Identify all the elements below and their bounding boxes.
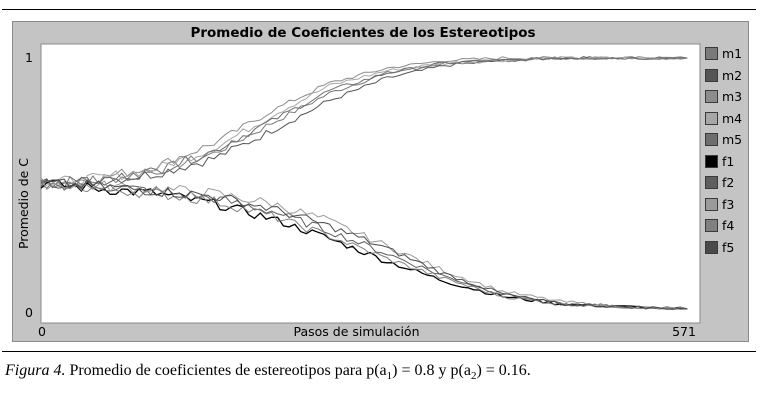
legend-label-m4: m4 bbox=[722, 110, 743, 126]
x-axis-label: Pasos de simulación bbox=[293, 324, 419, 339]
y-tick-label-bottom: 0 bbox=[25, 305, 33, 320]
series-line-f5 bbox=[40, 178, 688, 310]
figure-label: Figura 4. bbox=[5, 362, 66, 379]
legend-label-f1: f1 bbox=[722, 153, 735, 169]
chart-title: Promedio de Coeficientes de los Estereot… bbox=[190, 25, 536, 41]
chart-panel: Promedio de Coeficientes de los Estereot… bbox=[12, 21, 749, 342]
legend-swatch-m1 bbox=[705, 47, 718, 60]
legend-swatch-f3 bbox=[705, 197, 718, 211]
series-line-f4 bbox=[40, 179, 688, 310]
legend-item-m1: m1 bbox=[705, 45, 745, 63]
legend-item-f4: f4 bbox=[705, 217, 745, 235]
y-tick-label-top: 1 bbox=[25, 50, 33, 65]
legend-swatch-f1 bbox=[705, 154, 718, 168]
legend-item-f5: f5 bbox=[705, 239, 745, 257]
legend-label-f5: f5 bbox=[722, 239, 735, 255]
legend-label-m5: m5 bbox=[722, 132, 743, 147]
legend-label-m1: m1 bbox=[722, 46, 743, 61]
legend-label-f2: f2 bbox=[722, 175, 735, 190]
series-line-m5 bbox=[40, 56, 688, 189]
series-line-f3 bbox=[40, 177, 688, 311]
legend-swatch-m5 bbox=[705, 133, 718, 146]
y-axis-label: Promedio de C bbox=[16, 158, 31, 249]
legend-swatch-f2 bbox=[705, 176, 718, 189]
legend-item-f3: f3 bbox=[705, 196, 745, 214]
legend-item-m4: m4 bbox=[705, 110, 745, 128]
top-rule bbox=[2, 9, 756, 10]
legend-swatch-m3 bbox=[705, 90, 718, 103]
x-tick-label-start: 0 bbox=[38, 324, 46, 339]
plot-background bbox=[40, 43, 701, 324]
legend-swatch-f5 bbox=[705, 240, 718, 254]
legend-item-m2: m2 bbox=[705, 67, 745, 85]
legend-item-f1: f1 bbox=[705, 153, 745, 171]
legend-item-m3: m3 bbox=[705, 88, 745, 106]
caption-text-before: Promedio de coeficientes de estereotipos… bbox=[65, 362, 387, 379]
x-tick-label-end: 571 bbox=[672, 324, 696, 339]
legend-label-m2: m2 bbox=[722, 67, 743, 83]
legend-swatch-m2 bbox=[705, 68, 718, 82]
legend-label-f3: f3 bbox=[722, 196, 735, 212]
caption-text-middle: ) = 0.8 y p(a bbox=[392, 362, 471, 379]
plot-area: 1 00 571 Pasos de simulación Promedio de C bbox=[16, 43, 701, 339]
caption-text-after: ) = 0.16. bbox=[476, 362, 531, 379]
legend-label-f4: f4 bbox=[722, 218, 735, 233]
legend-label-m3: m3 bbox=[722, 89, 743, 104]
caption-sub-1: 1 bbox=[386, 370, 393, 383]
figure-caption: Figura 4. Promedio de coeficientes de es… bbox=[5, 362, 531, 382]
legend-item-f2: f2 bbox=[705, 174, 745, 192]
legend-swatch-f4 bbox=[705, 219, 718, 232]
legend-swatch-m4 bbox=[705, 111, 718, 125]
bottom-rule bbox=[2, 351, 756, 352]
legend-item-m5: m5 bbox=[705, 131, 745, 149]
caption-sub-2: 2 bbox=[470, 370, 477, 383]
